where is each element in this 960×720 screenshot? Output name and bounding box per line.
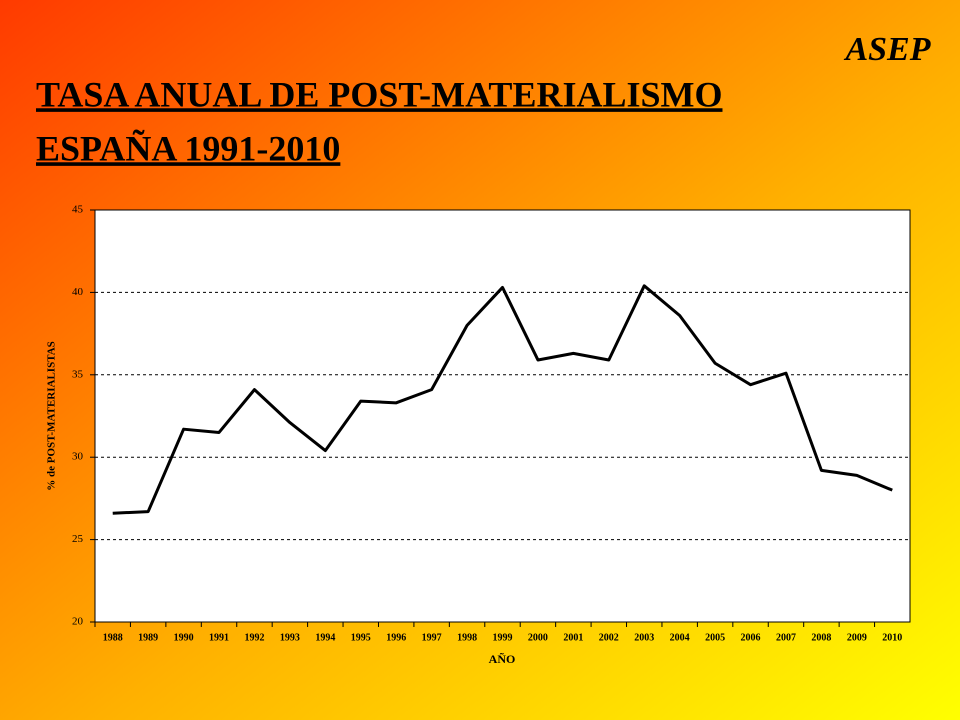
x-tick-label: 2001 [563,632,583,643]
x-tick-label: 2008 [811,632,831,643]
x-tick-label: 1995 [351,632,371,643]
y-tick-label: 35 [72,368,84,380]
y-tick-label: 30 [72,451,84,463]
y-tick-label: 25 [72,533,84,545]
y-axis-label: % de POST-MATERIALISTAS [46,341,58,491]
x-tick-label: 1994 [315,632,335,643]
x-tick-label: 1992 [244,632,264,643]
x-axis-label: AÑO [489,652,516,666]
x-tick-label: 1991 [209,632,229,643]
x-tick-label: 1988 [103,632,123,643]
plot-area [94,209,911,623]
logo: ASEP [843,31,930,68]
x-tick-label: 2007 [776,632,796,643]
x-tick-label: 1996 [386,632,406,643]
x-tick-label: 1990 [174,632,194,643]
y-tick-label: 20 [72,616,84,628]
y-tick-label: 40 [72,286,84,298]
x-tick-label: 1999 [493,632,513,643]
x-tick-label: 2004 [670,632,690,643]
data-line [112,284,893,515]
x-tick-label: 1989 [138,632,158,643]
x-tick-label: 2000 [528,632,548,643]
x-tick-label: 1998 [457,632,477,643]
x-tick-label: 2003 [634,632,654,643]
x-tick-label: 1997 [422,632,442,643]
x-tick-label: 2010 [882,632,902,643]
x-tick-label: 2002 [599,632,619,643]
x-tick-label: 2009 [847,632,867,643]
y-tick-label: 45 [72,204,84,216]
x-tick-label: 2006 [741,632,761,643]
chart-subtitle: ESPAÑA 1991-2010 [36,128,340,168]
x-tick-label: 2005 [705,632,725,643]
x-tick-label: 1993 [280,632,300,643]
chart-title: TASA ANUAL DE POST-MATERIALISMO [36,74,722,114]
